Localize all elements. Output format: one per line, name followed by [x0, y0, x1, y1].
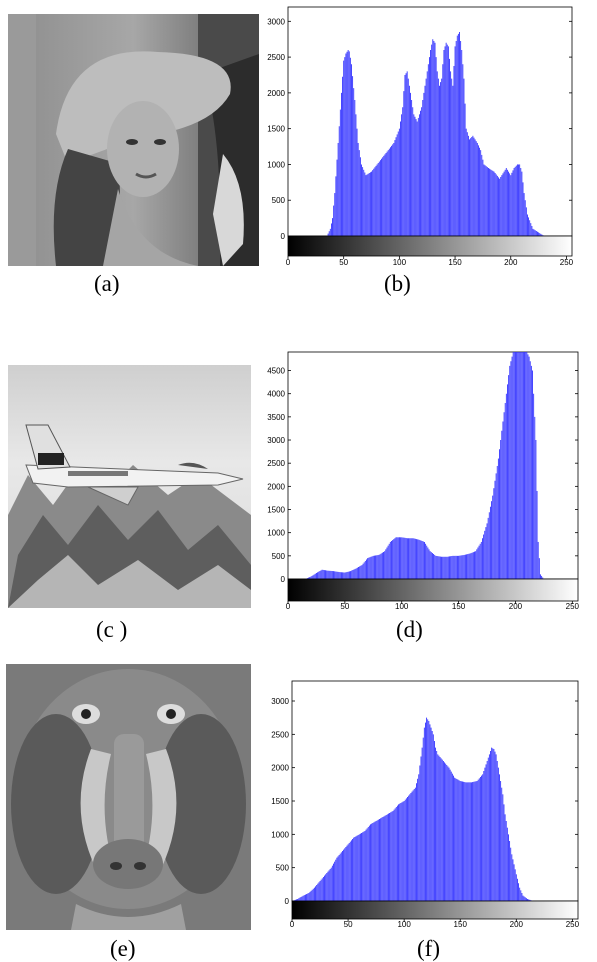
y-tick-label: 2500 — [267, 53, 285, 62]
x-tick-label: 250 — [566, 602, 580, 611]
x-tick-label: 150 — [452, 602, 466, 611]
y-tick-label: 500 — [272, 552, 286, 561]
x-tick-label: 200 — [509, 602, 523, 611]
y-tick-label: 3000 — [271, 697, 289, 706]
histogram-bars — [305, 352, 544, 579]
caption-d: (d) — [396, 617, 423, 642]
histogram-bars — [292, 717, 533, 901]
x-tick-label: 50 — [340, 602, 349, 611]
y-tick-label: 3000 — [267, 436, 285, 445]
x-tick-label: 50 — [344, 920, 353, 929]
histogram-d: 500 1000 1500 2000 2500 3000 3500 4000 4500 0 0 50 1… — [267, 351, 580, 611]
y-tick-label: 4000 — [267, 390, 285, 399]
mandrill-face-photo — [6, 664, 251, 930]
x-tick-label: 250 — [566, 920, 580, 929]
y-tick-label: 2500 — [267, 459, 285, 468]
y-tick-label: 1000 — [271, 830, 289, 839]
caption-f: (f) — [417, 936, 440, 961]
histogram-f: 500 1000 1500 2000 2500 3000 0 0 50 100 150 200 250 — [271, 680, 580, 929]
y-tick-label: 2500 — [271, 730, 289, 739]
x-tick-label: 100 — [397, 920, 411, 929]
grayscale-ramp — [287, 235, 573, 257]
grayscale-ramp — [287, 578, 579, 602]
y-tick-label: 3500 — [267, 413, 285, 422]
y-tick-label: 1500 — [267, 125, 285, 134]
y-tick-label-zero: 0 — [281, 575, 286, 584]
x-tick-label: 50 — [339, 258, 348, 267]
caption-b: (b) — [384, 271, 411, 296]
x-tick-label: 100 — [393, 258, 407, 267]
x-tick-label: 0 — [286, 602, 291, 611]
y-tick-label: 500 — [272, 196, 286, 205]
y-tick-label: 2000 — [267, 89, 285, 98]
x-tick-label: 150 — [448, 258, 462, 267]
y-tick-label: 2000 — [267, 482, 285, 491]
x-tick-label: 0 — [286, 258, 291, 267]
y-tick-label: 1500 — [267, 506, 285, 515]
y-tick-label: 3000 — [267, 17, 285, 26]
plot-frame — [287, 6, 573, 237]
y-tick-label-zero: 0 — [281, 232, 286, 241]
y-tick-label: 1000 — [267, 160, 285, 169]
x-tick-label: 200 — [510, 920, 524, 929]
x-tick-label: 0 — [290, 920, 295, 929]
y-tick-label: 500 — [276, 864, 290, 873]
y-tick-label: 4500 — [267, 367, 285, 376]
y-tick-label: 1500 — [271, 797, 289, 806]
x-tick-label: 250 — [560, 258, 574, 267]
x-tick-label: 150 — [454, 920, 468, 929]
caption-e: (e) — [110, 936, 136, 961]
y-tick-label: 2000 — [271, 764, 289, 773]
y-tick-label: 1000 — [267, 529, 285, 538]
x-tick-label: 100 — [395, 602, 409, 611]
woman-with-hat-photo — [8, 14, 259, 266]
histogram-bars — [327, 32, 544, 236]
histogram-b: 500 1000 1500 2000 2500 3000 0 0 50 100 150 200 250 — [267, 6, 574, 267]
caption-c: (c ) — [96, 617, 128, 642]
x-tick-label: 200 — [504, 258, 518, 267]
fighter-jet-over-mountains-photo — [8, 365, 251, 608]
grayscale-ramp — [291, 900, 579, 920]
y-tick-label-zero: 0 — [285, 897, 290, 906]
caption-a: (a) — [94, 271, 120, 296]
